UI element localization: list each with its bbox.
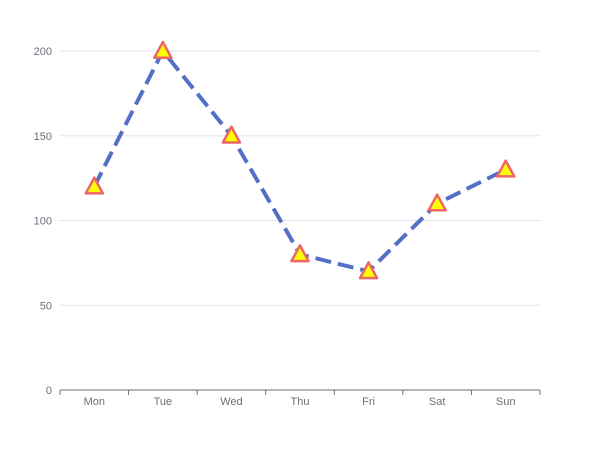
grid-lines xyxy=(60,50,540,306)
x-axis-labels: Mon Tue Wed Thu Fri Sat Sun xyxy=(84,396,516,408)
y-tick-label: 100 xyxy=(34,216,52,228)
series-line xyxy=(92,49,507,274)
x-tick-label: Mon xyxy=(84,396,105,408)
y-tick-label: 0 xyxy=(46,385,52,397)
x-tick-label: Wed xyxy=(220,396,242,408)
x-tick-label: Sun xyxy=(496,396,516,408)
series-line-path xyxy=(92,49,507,274)
data-point-marker[interactable] xyxy=(427,193,447,212)
data-point-marker[interactable] xyxy=(495,159,516,178)
data-point-marker[interactable] xyxy=(221,125,242,144)
data-point-marker[interactable] xyxy=(153,40,173,59)
data-points xyxy=(84,40,516,280)
y-tick-label: 150 xyxy=(34,131,52,143)
x-tick-label: Tue xyxy=(154,396,173,408)
y-axis-labels: 0 50 100 150 200 xyxy=(34,46,52,397)
y-tick-label: 50 xyxy=(40,300,52,312)
x-tick-label: Thu xyxy=(291,396,310,408)
x-tick-label: Sat xyxy=(429,396,446,408)
x-tick-label: Fri xyxy=(362,396,375,408)
x-axis xyxy=(59,389,541,395)
data-point-marker[interactable] xyxy=(290,244,310,263)
y-tick-label: 200 xyxy=(34,46,52,58)
data-point-marker[interactable] xyxy=(358,261,379,280)
data-point-marker[interactable] xyxy=(84,176,105,195)
